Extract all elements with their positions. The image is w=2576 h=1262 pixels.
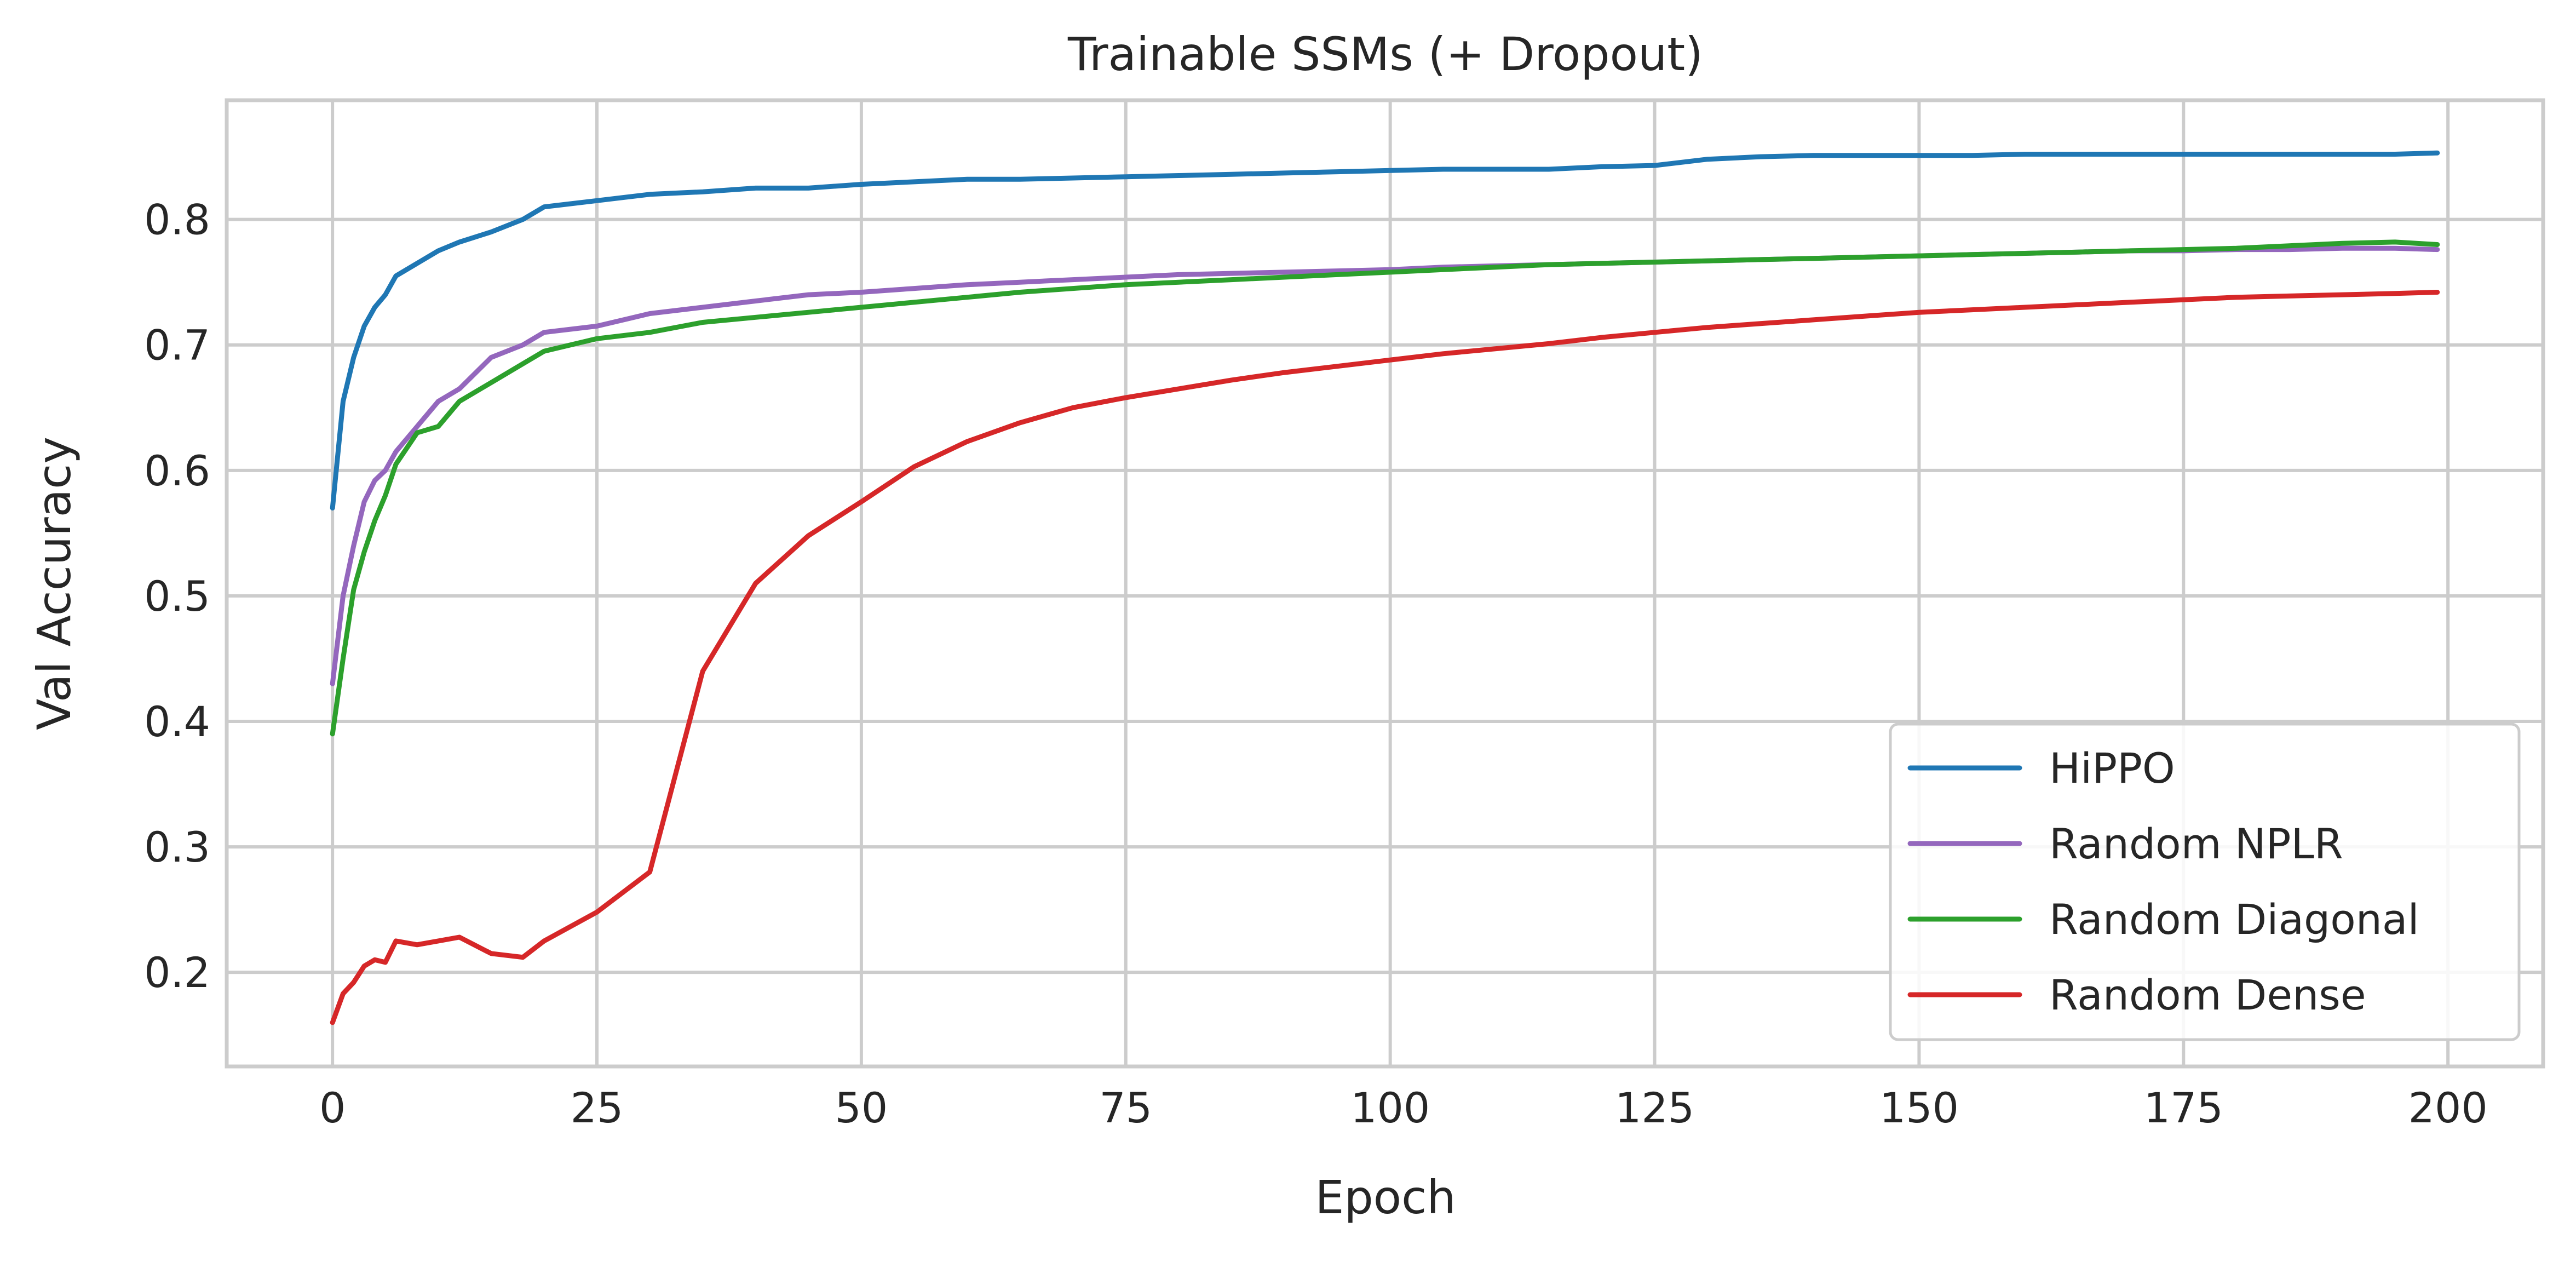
y-tick-label: 0.6 [144,446,210,495]
chart-title: Trainable SSMs (+ Dropout) [1067,27,1703,81]
y-axis-label: Val Accuracy [27,437,81,730]
series-line-hippo [330,150,2440,510]
x-tick-label: 25 [571,1083,624,1132]
x-axis-ticks: 0 25 50 75 100 125 150 175 200 [319,1083,2488,1132]
x-tick-label: 100 [1350,1083,1430,1132]
x-tick-label: 50 [835,1083,888,1132]
x-tick-label: 0 [319,1083,346,1132]
series-line-random-diagonal [330,239,2440,737]
y-tick-label: 0.8 [144,196,210,244]
y-tick-label: 0.2 [144,948,210,997]
legend: HiPPO Random NPLR Random Diagonal Random De… [1889,722,2521,1041]
y-tick-label: 0.5 [144,572,210,621]
series-lines [330,150,2440,1025]
legend-label-hippo: HiPPO [2049,744,2175,793]
x-axis-label: Epoch [1315,1171,1456,1224]
x-tick-label: 175 [2144,1083,2223,1132]
legend-label-random-nplr: Random NPLR [2049,819,2343,868]
legend-box [1889,722,2521,1041]
x-tick-label: 150 [1879,1083,1959,1132]
legend-label-random-dense: Random Dense [2049,971,2366,1019]
plot-frame [225,98,2545,1069]
y-tick-label: 0.4 [144,697,210,746]
x-tick-label: 75 [1099,1083,1152,1132]
y-axis-ticks: 0.2 0.3 0.4 0.5 0.6 0.7 0.8 [144,196,210,997]
legend-label-random-diagonal: Random Diagonal [2049,895,2419,944]
y-tick-label: 0.7 [144,321,210,370]
y-tick-label: 0.3 [144,823,210,871]
series-line-random-dense [330,290,2440,1025]
x-tick-label: 125 [1615,1083,1694,1132]
x-tick-label: 200 [2408,1083,2488,1132]
